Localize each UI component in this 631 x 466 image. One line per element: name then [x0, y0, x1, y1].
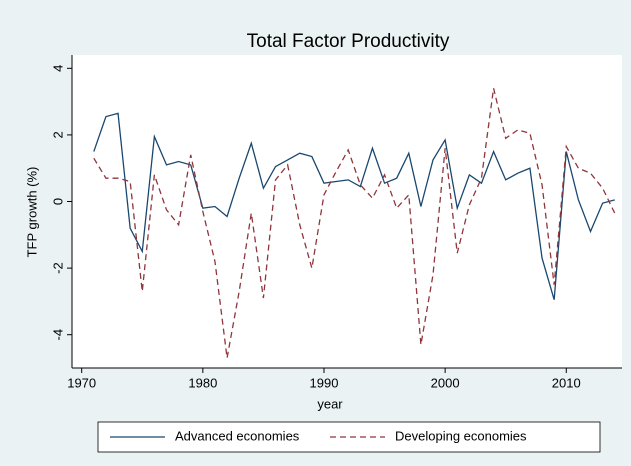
x-axis-label: year: [317, 396, 343, 411]
x-tick-label: 1970: [67, 375, 96, 390]
x-tick-label: 2000: [431, 375, 460, 390]
chart-title: Total Factor Productivity: [247, 31, 450, 52]
series-line: [93, 112, 615, 300]
plot-area: [72, 55, 622, 368]
y-tick-label: 4: [50, 65, 65, 72]
y-tick-label: 2: [50, 131, 65, 138]
legend: [97, 421, 601, 453]
y-tick-label: 0: [50, 198, 65, 205]
x-tick-label: 1980: [188, 375, 217, 390]
y-tick-label: -2: [50, 262, 65, 274]
x-tick-label: 2010: [552, 375, 581, 390]
legend-label: Advanced economies: [175, 428, 300, 443]
series-line: [93, 88, 616, 359]
y-axis-label: TFP growth (%): [24, 167, 39, 258]
x-tick-label: 1990: [310, 375, 339, 390]
legend-label: Developing economies: [395, 428, 527, 443]
y-tick-label: -4: [50, 329, 65, 341]
